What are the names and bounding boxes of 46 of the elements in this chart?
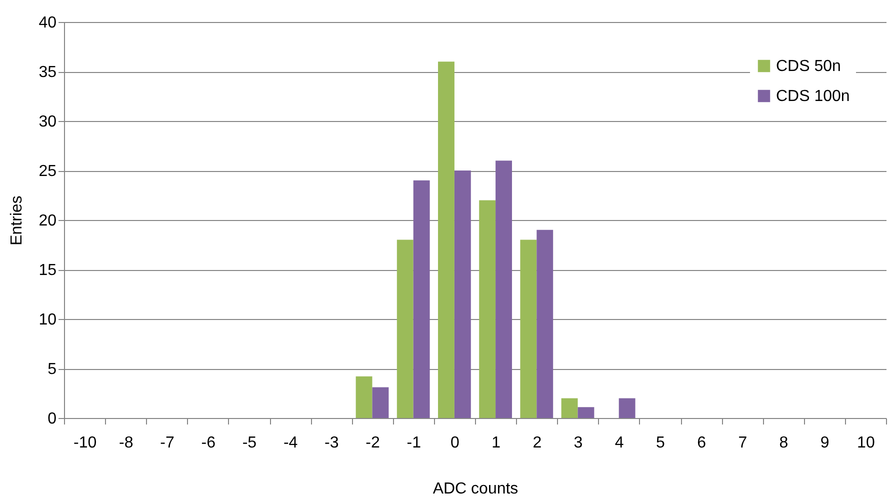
y-tick-label: 0 (48, 410, 57, 428)
x-tick-label: 7 (738, 434, 748, 452)
x-tick-label: -4 (283, 434, 298, 452)
bar (372, 387, 389, 418)
y-tick-label: 40 (38, 14, 57, 32)
bar (578, 407, 594, 418)
x-tick-label: -5 (242, 434, 257, 452)
x-tick-label: 5 (656, 434, 665, 452)
x-tick-label: -3 (324, 434, 339, 452)
y-tick-label: 20 (38, 212, 57, 230)
bar (618, 398, 636, 418)
bar (413, 180, 430, 418)
bar (438, 62, 454, 418)
x-tick-label: -8 (119, 434, 134, 452)
bar (536, 230, 554, 418)
x-tick-label: 9 (820, 434, 830, 452)
bar (454, 170, 471, 418)
bar (396, 240, 414, 418)
x-tick-label: -7 (160, 434, 174, 452)
x-tick-label: 4 (614, 434, 624, 452)
y-axis-title: Entries (8, 196, 26, 246)
x-tick-label: 0 (450, 434, 460, 452)
x-tick-label: 6 (697, 434, 706, 452)
x-axis-title: ADC counts (432, 480, 518, 498)
x-tick-label: -6 (201, 434, 216, 452)
x-tick-label: 10 (857, 434, 875, 452)
x-tick-label: 3 (574, 434, 583, 452)
x-tick-label: 1 (492, 434, 501, 452)
x-tick-label: 8 (779, 434, 788, 452)
bar (356, 376, 372, 418)
y-tick-label: 30 (38, 114, 57, 130)
y-tick-label: 10 (38, 312, 57, 328)
legend-label: CDS 50n (776, 58, 841, 75)
bar (520, 240, 537, 418)
x-tick-label: -1 (406, 434, 422, 452)
bar (496, 160, 512, 418)
bar (561, 398, 578, 418)
y-tick-label: 25 (38, 163, 57, 180)
bar (479, 200, 496, 418)
x-tick-label: -2 (366, 434, 380, 452)
x-tick-label: 2 (532, 434, 542, 452)
y-tick-label: 15 (38, 262, 57, 279)
x-tick-label: -10 (73, 434, 97, 452)
legend-label: CDS 100n (776, 88, 850, 105)
y-tick-label: 35 (38, 64, 57, 81)
y-tick-label: 5 (48, 361, 57, 378)
